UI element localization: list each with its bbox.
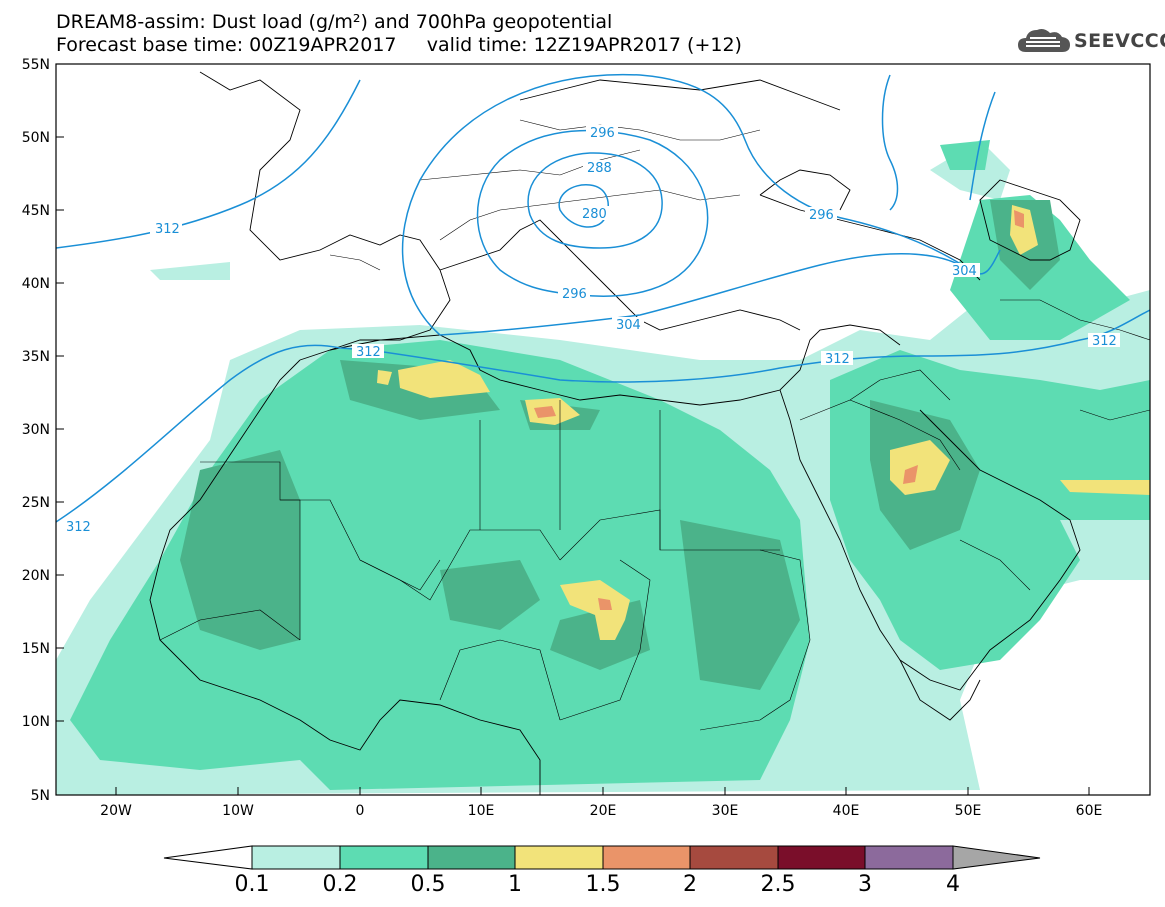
lat-label: 45N — [22, 203, 50, 219]
colorbar-label: 2 — [683, 872, 697, 897]
lon-label: 50E — [955, 803, 982, 819]
lon-label: 30E — [712, 803, 739, 819]
lon-label: 20W — [100, 803, 132, 819]
latitude-labels: 55N 50N 45N 40N 35N 30N 25N 20N 15N 10N … — [22, 57, 50, 804]
lat-label: 15N — [22, 641, 50, 657]
coastlines — [149, 71, 1081, 795]
colorbar-label: 0.1 — [234, 872, 270, 897]
lon-label: 20E — [590, 803, 617, 819]
contour-label: 312 — [356, 345, 381, 360]
contour-label: 288 — [587, 161, 612, 176]
lat-label: 25N — [22, 495, 50, 511]
contour-label: 296 — [809, 208, 834, 223]
lat-label: 40N — [22, 276, 50, 292]
contour-label: 296 — [562, 287, 587, 302]
longitude-labels: 20W 10W 0 10E 20E 30E 40E 50E 60E — [100, 803, 1102, 819]
colorbar-label: 0.2 — [322, 872, 358, 897]
colorbar-arrow-right — [952, 845, 1041, 870]
country-borders — [159, 119, 1150, 731]
lon-label: 0 — [356, 803, 365, 819]
colorbar-segment — [251, 845, 341, 870]
colorbar-segment — [427, 845, 516, 870]
contour-label: 312 — [825, 352, 850, 367]
lat-label: 10N — [22, 714, 50, 730]
lat-label: 35N — [22, 349, 50, 365]
colorbar-segment — [777, 845, 866, 870]
lon-label: 10E — [468, 803, 495, 819]
colorbar-segment — [514, 845, 604, 870]
contour-label: 304 — [952, 264, 977, 279]
lat-label: 30N — [22, 422, 50, 438]
colorbar-segment — [602, 845, 691, 870]
colorbar-arrow-left — [163, 845, 253, 870]
lat-label: 50N — [22, 130, 50, 146]
cloud-logo-icon — [1018, 29, 1070, 52]
lat-label: 5N — [31, 788, 50, 804]
map-title-line1: DREAM8-assim: Dust load (g/m²) and 700hP… — [56, 11, 613, 33]
colorbar-label: 2.5 — [760, 872, 796, 897]
lon-label: 60E — [1076, 803, 1103, 819]
lat-label: 55N — [22, 57, 50, 73]
dust-layer-orange — [534, 210, 1024, 610]
colorbar-label: 1 — [508, 872, 522, 897]
contour-label: 312 — [155, 222, 180, 237]
lon-label: 10W — [222, 803, 254, 819]
logo-text: SEEVCCC — [1074, 30, 1165, 52]
colorbar-segment — [689, 845, 779, 870]
map-title-line2: Forecast base time: 00Z19APR2017 valid t… — [56, 34, 742, 56]
colorbar-label: 0.5 — [410, 872, 446, 897]
contour-label: 304 — [616, 318, 641, 333]
dust-layer-yellow — [377, 205, 1150, 640]
longitude-axis — [115, 787, 1090, 795]
colorbar-label: 4 — [946, 872, 960, 897]
colorbar-segment — [864, 845, 954, 870]
contour-labels: 312 296 288 280 296 304 296 304 312 312 … — [62, 125, 1120, 535]
seevccc-logo: SEEVCCC — [1016, 24, 1165, 58]
colorbar-segment — [339, 845, 429, 870]
contour-label: 280 — [582, 207, 607, 222]
contour-label: 312 — [66, 520, 91, 535]
latitude-axis — [56, 63, 64, 796]
colorbar-label: 3 — [858, 872, 872, 897]
colorbar-label: 1.5 — [585, 872, 621, 897]
contour-label: 312 — [1092, 334, 1117, 349]
colorbar — [163, 845, 1041, 870]
lon-label: 40E — [833, 803, 860, 819]
lat-label: 20N — [22, 568, 50, 584]
contour-label: 296 — [590, 126, 615, 141]
